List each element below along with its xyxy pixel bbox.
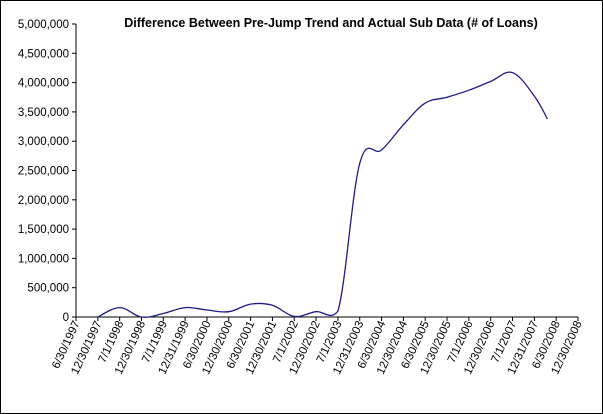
y-tick-label: 3,000,000 (18, 136, 69, 148)
y-tick-label: 4,000,000 (18, 78, 69, 90)
y-tick-label: 2,000,000 (18, 195, 69, 207)
x-axis-tick-marks (75, 317, 579, 321)
x-axis-tick-labels: 6/30/199712/30/19977/1/199812/30/19987/1… (50, 319, 585, 377)
y-tick-label: 5,000,000 (18, 19, 69, 31)
y-axis-tick-labels: 0 500,000 1,000,000 1,500,000 2,000,000 2,500… (18, 19, 69, 324)
y-axis-tick-marks (72, 23, 76, 318)
chart-title: Difference Between Pre-Jump Trend and Ac… (124, 16, 538, 30)
y-tick-label: 1,500,000 (18, 224, 69, 236)
y-tick-label: 4,500,000 (18, 48, 69, 60)
series-line (97, 71, 548, 318)
y-tick-label: 3,500,000 (18, 107, 69, 119)
y-tick-label: 500,000 (27, 283, 69, 295)
y-tick-label: 0 (63, 312, 69, 324)
y-tick-label: 1,000,000 (18, 253, 69, 265)
y-tick-label: 2,500,000 (18, 166, 69, 178)
